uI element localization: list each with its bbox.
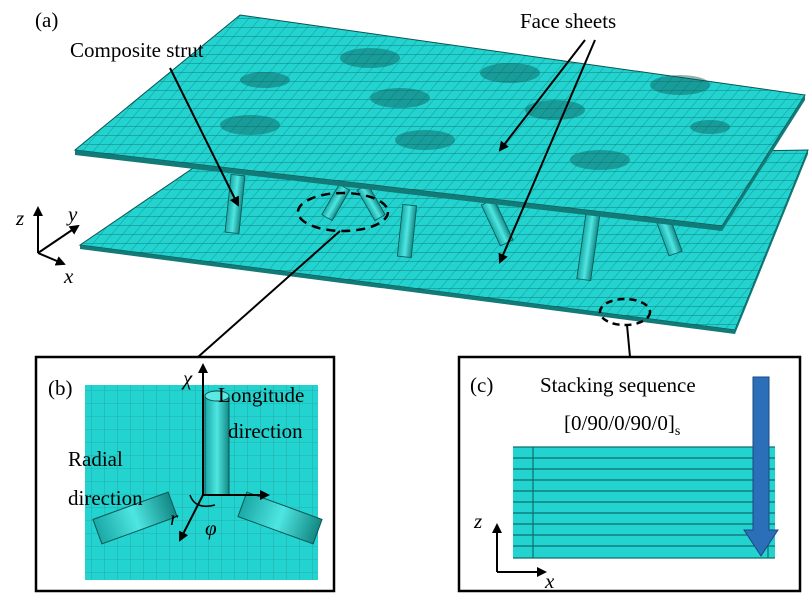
leader-line — [627, 325, 630, 357]
axes-a: z y x — [15, 202, 78, 288]
panel-c: (c) Stacking sequence [0/90/0/90/0]s z x — [459, 357, 800, 593]
panel-label: (a) — [35, 8, 58, 32]
axis-label: y — [66, 202, 78, 226]
axis-label: r — [170, 506, 179, 530]
annotation: Composite strut — [70, 38, 204, 62]
axis-label: z — [15, 206, 24, 230]
panel-b: (b) χ Longitude direction Radial directi… — [36, 357, 334, 591]
axis-label: x — [63, 264, 74, 288]
axis-label: z — [473, 509, 482, 533]
panel-label: (b) — [48, 376, 73, 400]
annotation: Face sheets — [520, 9, 616, 33]
subscript: s — [675, 424, 680, 439]
figure: (a) Face sheets Composite strut z y x (b… — [0, 0, 809, 603]
annotation: Longitude — [218, 383, 304, 407]
axis-label: x — [544, 569, 555, 593]
annotation: direction — [68, 486, 143, 510]
axis-label: χ — [181, 366, 193, 390]
annotation: direction — [228, 419, 303, 443]
sequence: [0/90/0/90/0] — [564, 411, 675, 435]
axis-label: φ — [205, 516, 217, 540]
annotation: [0/90/0/90/0]s — [564, 411, 680, 439]
panel-label: (c) — [470, 373, 493, 397]
annotation: Radial — [68, 447, 123, 471]
annotation: Stacking sequence — [540, 373, 696, 397]
